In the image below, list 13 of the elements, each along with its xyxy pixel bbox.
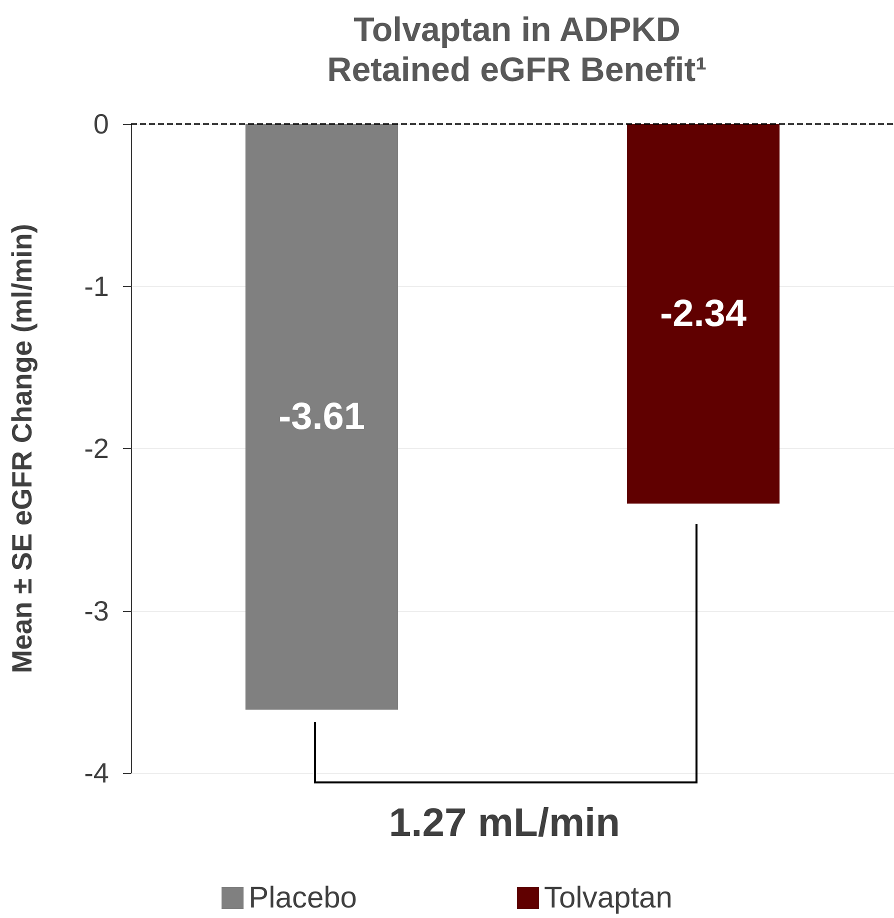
chart-subtitle: Retained eGFR Benefit¹ xyxy=(327,51,707,89)
y-tick-label: -3 xyxy=(84,595,109,626)
data-label: -3.61 xyxy=(278,396,366,438)
y-tick-label: -4 xyxy=(84,758,109,788)
y-tick-label: 0 xyxy=(93,108,109,140)
legend-label: Tolvaptan xyxy=(544,882,672,914)
legend-label: Placebo xyxy=(248,882,358,914)
y-tick-label: -2 xyxy=(84,433,109,464)
chart-title: Tolvaptan in ADPKD xyxy=(354,11,680,49)
data-label: -2.34 xyxy=(660,292,747,335)
text: 1.27 mL/min xyxy=(388,801,620,845)
y-axis-title: Mean ± SE eGFR Change (ml/min) xyxy=(6,224,38,674)
y-tick-label: -1 xyxy=(84,270,109,302)
